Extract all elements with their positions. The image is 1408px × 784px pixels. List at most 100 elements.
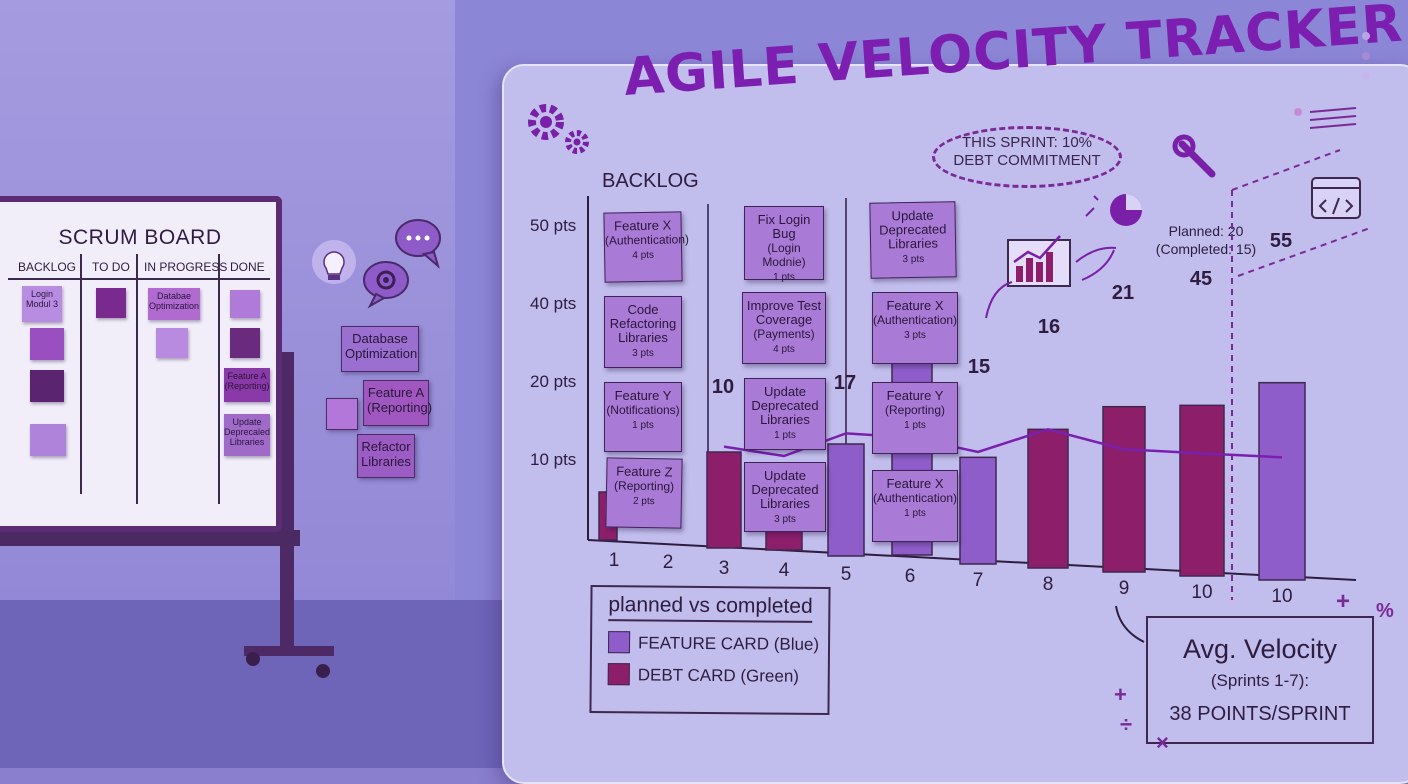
card-subtitle: (Login Modnie) (762, 241, 806, 269)
divider (8, 278, 270, 280)
column-in-progress: IN PROGRESS (144, 260, 228, 274)
card-points: 3 pts (774, 514, 796, 525)
column-done: DONE (230, 260, 265, 274)
divide-doodle: ÷ (1120, 712, 1133, 737)
planned-marker-line (1231, 149, 1341, 191)
card-title: Feature Y (886, 388, 944, 403)
sticky-note (230, 328, 260, 358)
card-points: 1 pts (774, 430, 796, 441)
sticky-note (96, 288, 126, 318)
card-title: Feature Y (614, 388, 672, 403)
avg-velocity-title: Avg. Velocity (1182, 634, 1338, 664)
legend-label-debt: DEBT CARD (Green) (637, 665, 800, 686)
bar-debt (1179, 404, 1225, 577)
menu-dots-icon (1294, 32, 1370, 129)
card-subtitle: (Authentication) (873, 313, 958, 327)
percent-doodle: % (1376, 600, 1394, 622)
scrum-board: SCRUM BOARD BACKLOG TO DO IN PROGRESS DO… (0, 196, 282, 532)
legend-title: planned vs completed (608, 593, 813, 623)
legend-swatch-debt (607, 663, 630, 686)
divider (218, 254, 220, 504)
sticky-note: Update Deprecaled Libraries (224, 414, 270, 456)
scrum-board-title: SCRUM BOARD (58, 226, 222, 249)
avg-velocity-box: Avg. Velocity (Sprints 1-7): 38 POINTS/S… (1146, 616, 1374, 744)
sticky-note (230, 290, 260, 318)
planned-marker-line (1237, 227, 1371, 277)
x-tick-label: 3 (718, 558, 730, 579)
column-backlog: BACKLOG (18, 260, 77, 274)
legend-swatch-feature (607, 631, 631, 654)
divider (80, 254, 82, 494)
card-title: Feature X (886, 476, 944, 491)
backlog-label: BACKLOG (602, 170, 699, 192)
backlog-card: Fix Login Bug (Login Modnie) 1 pts (744, 206, 824, 283)
x-tick-label: 6 (904, 566, 916, 587)
value-label: 10 (711, 376, 735, 398)
card-title: Update Deprecated Libraries (751, 384, 819, 427)
value-label: 21 (1111, 282, 1135, 304)
backlog-card: Feature X (Authentication) 3 pts (872, 292, 958, 364)
chart-legend: planned vs completed FEATURE CARD (Blue)… (589, 584, 831, 716)
card-subtitle: (Notifications) (606, 403, 680, 417)
wheel (316, 664, 330, 678)
sticky-note: Feature A (Reporting) (224, 368, 270, 402)
card-subtitle: (Authentication) (873, 491, 958, 505)
backlog-card: Update Deprecated Libraries 3 pts (744, 462, 826, 532)
x-tick-label: 4 (778, 560, 790, 581)
floor (0, 600, 520, 768)
card-title: Update Deprecated Libraries (879, 207, 947, 252)
value-label: 16 (1037, 316, 1061, 338)
times-doodle: × (1156, 730, 1169, 755)
avg-velocity-value: 38 POINTS/SPRINT (1169, 703, 1351, 725)
backlog-card: Improve Test Coverage (Payments) 4 pts (742, 292, 826, 364)
card-subtitle: (Authentication) (604, 232, 690, 248)
y-tick-label: 20 pts (530, 372, 577, 391)
x-tick-label: 2 (662, 552, 674, 573)
pie-chart-icon (1110, 194, 1142, 226)
plus-doodle: + (1336, 588, 1351, 615)
x-tick-label: 1 (608, 550, 620, 571)
card-title: Update Deprecated Libraries (751, 468, 819, 511)
x-tick-label: 5 (840, 564, 852, 585)
sticky-note: Login Modul 3 (22, 286, 62, 322)
card-points: 2 pts (632, 495, 655, 508)
card-title: Improve Test Coverage (746, 298, 822, 327)
card-title: Feature X (613, 217, 672, 234)
whiteboard-stand (280, 352, 294, 652)
x-tick-label: 9 (1118, 578, 1130, 599)
wall-note: Database Optimization (341, 326, 419, 372)
y-tick-label: 50 pts (530, 216, 577, 235)
trend-chart-icon (1007, 235, 1071, 287)
wall-note (326, 398, 358, 430)
backlog-card: Feature X (Authentication) 1 pts (872, 470, 958, 542)
card-points: 3 pts (632, 348, 654, 359)
backlog-card: Feature X (Authentication) 4 pts (603, 211, 690, 283)
backlog-card: Update Deprecated Libraries 3 pts (869, 201, 957, 279)
sprint-note-outline (932, 126, 1122, 188)
card-points: 3 pts (902, 253, 925, 266)
y-tick-label: 40 pts (530, 294, 577, 313)
card-title: Fix Login Bug (757, 212, 811, 241)
sticky-label: Feature A (Reporting) (224, 371, 270, 391)
x-tick-label: 10 (1191, 582, 1213, 603)
bar-debt (706, 451, 742, 549)
bar-feature (827, 443, 865, 557)
sticky-note (156, 328, 188, 358)
sticky-note (30, 370, 64, 402)
card-subtitle: (Reporting) (613, 478, 675, 494)
backlog-card: Feature Z (Reporting) 2 pts (605, 457, 683, 529)
sticky-label: Update Deprecaled Libraries (224, 417, 271, 447)
bar-debt (1027, 428, 1069, 569)
bar-feature (1258, 381, 1306, 581)
backlog-card: Update Deprecated Libraries 1 pts (744, 378, 826, 450)
backlog-card: Feature Y (Reporting) 1 pts (872, 382, 958, 454)
arrow-to-average (1115, 605, 1145, 643)
x-tick-label: 10 (1271, 586, 1293, 607)
value-label: 45 (1189, 268, 1213, 290)
gear-icon (528, 104, 589, 154)
card-points: 1 pts (632, 420, 654, 431)
sticky-label: Databae Optimization (148, 291, 200, 311)
sticky-note (30, 424, 66, 456)
backlog-card: Code Refactoring Libraries 3 pts (604, 296, 682, 368)
sprint-note: THIS SPRINT: 10% DEBT COMMITMENT (953, 134, 1101, 169)
